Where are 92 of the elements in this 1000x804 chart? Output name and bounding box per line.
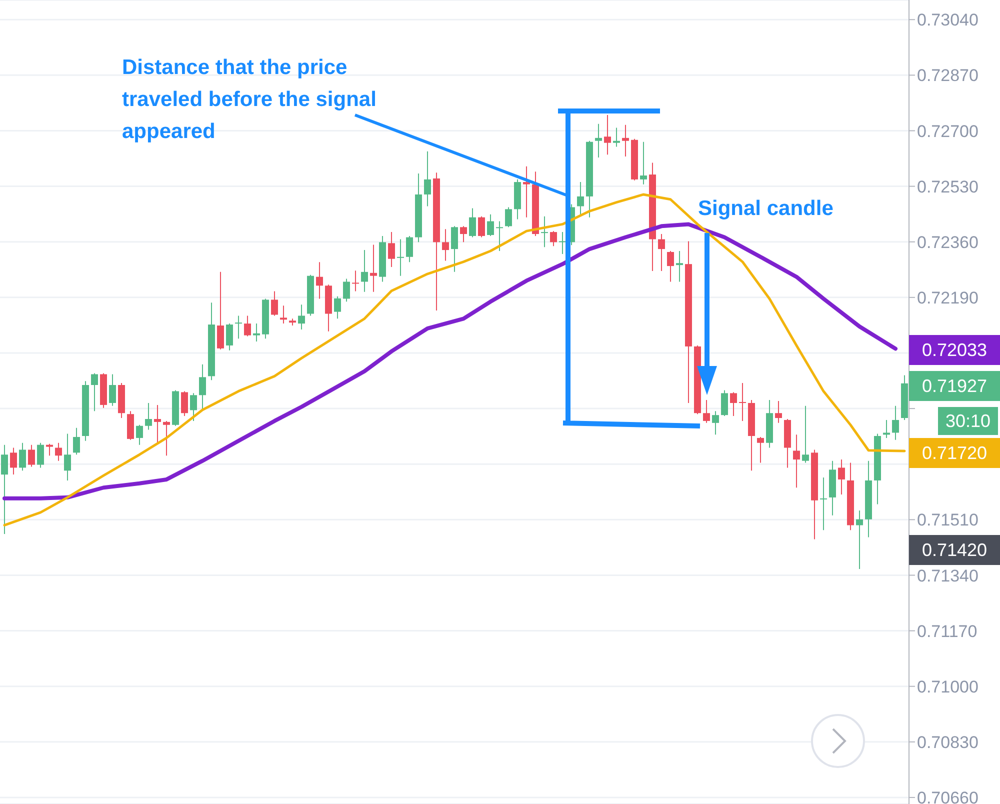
candlestick bbox=[217, 271, 224, 350]
annotation: Distance that the price traveled before the signal appeared bbox=[122, 55, 378, 145]
candlestick bbox=[136, 424, 143, 446]
candlestick bbox=[397, 238, 404, 276]
line-series bbox=[2, 222, 898, 500]
candlestick bbox=[469, 208, 476, 238]
candlestick bbox=[154, 404, 161, 444]
candlestick bbox=[883, 419, 890, 438]
candlestick bbox=[442, 228, 449, 262]
candlestick bbox=[559, 232, 566, 254]
candlestick bbox=[775, 400, 782, 424]
candlestick bbox=[109, 374, 116, 406]
candlestick bbox=[640, 141, 647, 185]
candlestick bbox=[55, 442, 62, 462]
y-tick-label: 0.71340 bbox=[917, 566, 978, 586]
candlestick bbox=[199, 364, 206, 411]
y-tick-label: 0.72360 bbox=[917, 232, 978, 252]
candlestick bbox=[37, 442, 44, 468]
y-tick-label: 0.71170 bbox=[917, 622, 978, 641]
candlestick bbox=[244, 315, 251, 337]
candlestick bbox=[190, 392, 197, 422]
candlestick bbox=[793, 434, 800, 488]
y-tick-label: 0.72870 bbox=[917, 66, 978, 86]
candlestick bbox=[388, 232, 395, 268]
text: 0.71720 bbox=[909, 438, 1000, 468]
candlestick bbox=[253, 323, 260, 342]
candlestick bbox=[145, 402, 152, 430]
candlestick bbox=[622, 124, 629, 158]
candlestick bbox=[703, 400, 710, 424]
candlestick bbox=[10, 447, 17, 476]
candlestick bbox=[19, 442, 26, 472]
y-tick-label: 0.72190 bbox=[917, 288, 978, 308]
candlestick bbox=[271, 290, 278, 316]
candlestick bbox=[406, 235, 413, 263]
candlestick bbox=[181, 390, 188, 417]
annotation: Signal candle bbox=[698, 196, 834, 222]
candlestick bbox=[334, 296, 341, 320]
y-tick-label: 0.70830 bbox=[917, 732, 978, 752]
text: 0.71927 bbox=[909, 371, 1000, 401]
candlestick bbox=[496, 220, 503, 252]
y-tick-label: 0.71000 bbox=[917, 677, 978, 696]
candlestick bbox=[343, 278, 350, 302]
candlestick bbox=[595, 123, 602, 158]
candlestick bbox=[361, 250, 368, 292]
text: 30:10 bbox=[938, 407, 998, 435]
candlestick bbox=[298, 304, 305, 330]
candlestick bbox=[352, 270, 359, 292]
candlestick bbox=[712, 410, 719, 436]
candlestick bbox=[730, 392, 737, 417]
candlestick bbox=[658, 234, 665, 272]
candlestick bbox=[505, 206, 512, 228]
y-tick-label: 0.70660 bbox=[917, 788, 978, 804]
candlestick bbox=[550, 230, 557, 247]
text: 0.72033 bbox=[909, 335, 1000, 365]
candlestick bbox=[613, 127, 620, 148]
y-tick-label: 0.72700 bbox=[917, 122, 978, 141]
candlestick bbox=[577, 182, 584, 215]
candlestick bbox=[370, 244, 377, 292]
candlestick bbox=[46, 443, 53, 456]
y-tick-label: 0.72530 bbox=[917, 177, 978, 196]
candlestick bbox=[64, 433, 71, 481]
candlestick bbox=[28, 444, 35, 468]
y-tick-label: 0.73040 bbox=[917, 10, 978, 30]
candlestick bbox=[541, 216, 548, 248]
candlestick bbox=[424, 150, 431, 207]
candlestick bbox=[721, 390, 728, 417]
candlestick bbox=[802, 405, 809, 464]
text: 0.71420 bbox=[909, 535, 1000, 565]
candlestick bbox=[892, 405, 899, 440]
candlestick bbox=[676, 250, 683, 282]
candlestick bbox=[73, 427, 80, 456]
candlestick bbox=[838, 459, 845, 495]
candlestick bbox=[739, 382, 746, 422]
candlestick bbox=[451, 226, 458, 272]
candlestick bbox=[163, 420, 170, 456]
candlestick bbox=[487, 214, 494, 236]
candlestick bbox=[820, 477, 827, 531]
candlestick bbox=[667, 250, 674, 282]
candlestick bbox=[1, 444, 8, 535]
candlestick bbox=[478, 216, 485, 238]
candlestick bbox=[91, 372, 98, 412]
candlestick bbox=[757, 436, 764, 464]
candlestick bbox=[235, 315, 242, 340]
candlestick bbox=[226, 323, 233, 351]
candlestick bbox=[856, 510, 863, 570]
candlestick bbox=[280, 305, 287, 324]
candlestick bbox=[460, 226, 467, 243]
candlestick bbox=[523, 166, 530, 218]
candlestick bbox=[604, 114, 611, 156]
y-tick-label: 0.71510 bbox=[917, 510, 978, 530]
candlestick bbox=[316, 262, 323, 300]
line-series bbox=[3, 193, 906, 526]
